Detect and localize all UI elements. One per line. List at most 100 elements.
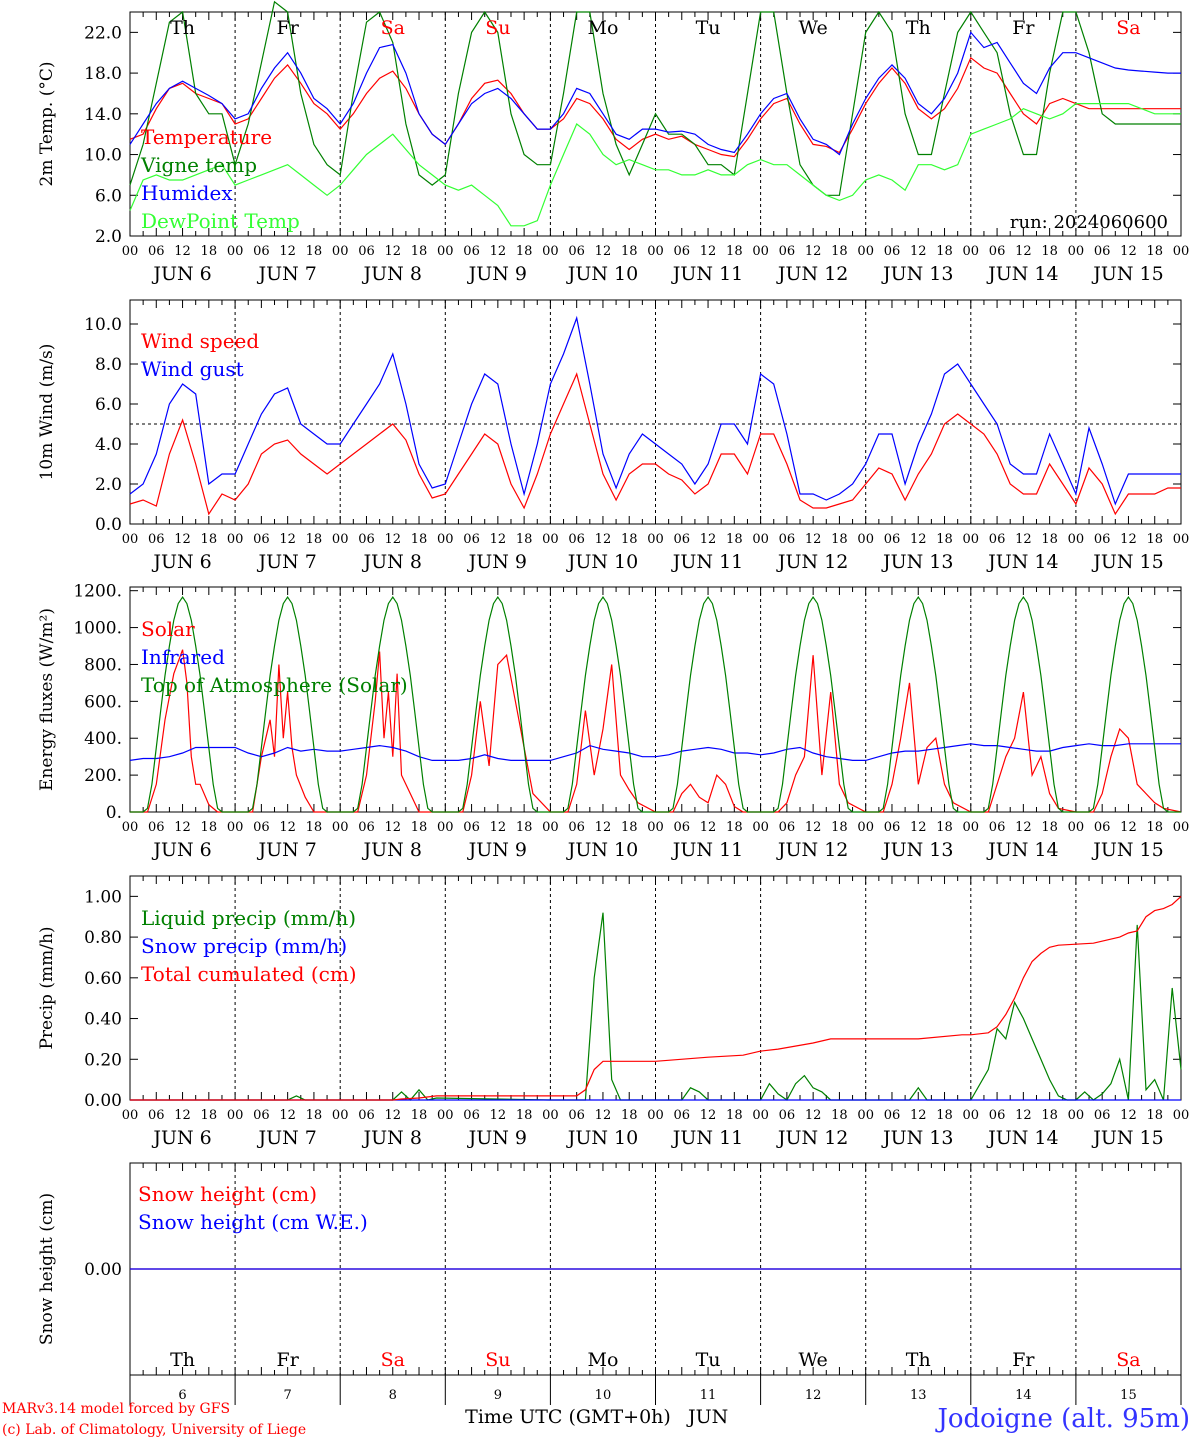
date-label: JUN 10 bbox=[566, 263, 638, 285]
x-axis-label: Time UTC (GMT+0h) bbox=[465, 1406, 671, 1428]
hour-tick-label: 12 bbox=[490, 1108, 507, 1123]
top-hour-ticks bbox=[129, 1163, 1182, 1171]
y-tick-label: 0.60 bbox=[84, 969, 122, 989]
hour-tick-label: 18 bbox=[306, 820, 323, 835]
hour-tick-label: 12 bbox=[279, 820, 296, 835]
hour-tick-label: 00 bbox=[647, 244, 664, 259]
date-label: JUN 15 bbox=[1091, 839, 1163, 861]
date-label: JUN 9 bbox=[467, 1127, 527, 1149]
hour-tick-label: 18 bbox=[726, 244, 743, 259]
hour-tick-label: 00 bbox=[542, 532, 559, 547]
hour-tick-label: 12 bbox=[700, 532, 717, 547]
hour-tick-label: 12 bbox=[279, 244, 296, 259]
date-number-label: 8 bbox=[389, 1388, 397, 1403]
top-hour-ticks bbox=[129, 12, 1182, 20]
date-label: JUN 12 bbox=[776, 551, 848, 573]
hour-tick-label: 12 bbox=[595, 820, 612, 835]
hour-tick-label: 00 bbox=[332, 244, 349, 259]
y-axis-label: Precip (mm/h) bbox=[37, 926, 57, 1049]
hour-tick-label: 12 bbox=[910, 1108, 927, 1123]
legend-entry: Snow height (cm) bbox=[138, 1182, 317, 1206]
hour-tick-label: 18 bbox=[621, 244, 638, 259]
hour-tick-label: 18 bbox=[936, 1108, 953, 1123]
hour-tick-label: 12 bbox=[384, 820, 401, 835]
hour-tick-label: 06 bbox=[779, 244, 796, 259]
hour-tick-label: 00 bbox=[857, 244, 874, 259]
location-label: Jodoigne (alt. 95m) bbox=[934, 1404, 1190, 1434]
date-label: JUN 15 bbox=[1091, 1127, 1163, 1149]
y-tick-label: 0.00 bbox=[84, 1091, 122, 1111]
series-top-of-atmosphere-solar-line bbox=[130, 596, 1181, 813]
hour-tick-label: 12 bbox=[384, 532, 401, 547]
hour-tick-label: 06 bbox=[674, 820, 691, 835]
hour-tick-label: 18 bbox=[1146, 244, 1163, 259]
legend-entry: Snow precip (mm/h) bbox=[141, 934, 347, 958]
hour-tick-label: 12 bbox=[174, 1108, 191, 1123]
hour-tick-label: 18 bbox=[306, 532, 323, 547]
hour-tick-label: 06 bbox=[674, 532, 691, 547]
y-tick-label: 8.0 bbox=[95, 355, 122, 375]
y-tick-label: 14.0 bbox=[84, 105, 122, 125]
date-label: JUN 10 bbox=[566, 551, 638, 573]
hour-tick-label: 18 bbox=[201, 532, 218, 547]
hour-tick-label: 06 bbox=[568, 1108, 585, 1123]
legend-entry: Infrared bbox=[141, 645, 225, 669]
hour-tick-label: 00 bbox=[332, 1108, 349, 1123]
hour-tick-label: 06 bbox=[779, 532, 796, 547]
hour-tick-label: 06 bbox=[568, 820, 585, 835]
date-label: JUN 10 bbox=[566, 1127, 638, 1149]
legend-entry: Snow height (cm W.E.) bbox=[138, 1210, 368, 1234]
date-label: JUN 6 bbox=[151, 551, 211, 573]
hour-tick-label: 06 bbox=[568, 532, 585, 547]
footer: MARv3.14 model forced by GFS (c) Lab. of… bbox=[2, 1401, 1190, 1438]
date-number-label: 7 bbox=[284, 1388, 292, 1403]
hour-tick-label: 00 bbox=[1173, 244, 1190, 259]
date-label: JUN 14 bbox=[986, 839, 1058, 861]
hour-tick-label: 12 bbox=[700, 820, 717, 835]
series-wind-gust-line bbox=[129, 315, 1181, 506]
hour-tick-label: 00 bbox=[1068, 244, 1085, 259]
hour-tick-label: 12 bbox=[279, 532, 296, 547]
hour-tick-label: 06 bbox=[674, 1108, 691, 1123]
hour-tick-label: 00 bbox=[752, 244, 769, 259]
legend-entry: Solar bbox=[141, 617, 195, 641]
date-label: JUN 9 bbox=[467, 839, 527, 861]
hour-tick-label: 18 bbox=[411, 244, 428, 259]
hour-tick-label: 18 bbox=[726, 820, 743, 835]
legend-entry: Temperature bbox=[141, 125, 272, 149]
hour-tick-label: 18 bbox=[201, 820, 218, 835]
date-number-label: 12 bbox=[805, 1388, 822, 1403]
hour-tick-label: 12 bbox=[384, 1108, 401, 1123]
y-tick-label: 2.0 bbox=[95, 475, 122, 495]
series-humidex-line bbox=[129, 31, 1181, 156]
hour-tick-label: 06 bbox=[1094, 820, 1111, 835]
series-total-cumulated-cm-line bbox=[130, 895, 1182, 1101]
hour-tick-label: 06 bbox=[884, 244, 901, 259]
hour-tick-label: 12 bbox=[490, 820, 507, 835]
series-temperature-line bbox=[129, 56, 1181, 158]
date-label: JUN 13 bbox=[881, 551, 953, 573]
hour-tick-label: 12 bbox=[595, 1108, 612, 1123]
hour-tick-label: 18 bbox=[306, 1108, 323, 1123]
legend-entry: Total cumulated (cm) bbox=[141, 962, 357, 986]
date-label: JUN 9 bbox=[467, 263, 527, 285]
hour-tick-label: 12 bbox=[700, 244, 717, 259]
hour-tick-label: 00 bbox=[542, 820, 559, 835]
hour-tick-label: 00 bbox=[963, 532, 980, 547]
hour-tick-label: 18 bbox=[1041, 532, 1058, 547]
weekday-label: We bbox=[799, 1349, 828, 1371]
date-label: JUN 12 bbox=[776, 1127, 848, 1149]
date-number-label: 14 bbox=[1015, 1388, 1032, 1403]
top-hour-ticks bbox=[129, 300, 1182, 308]
top-hour-ticks bbox=[129, 587, 1182, 595]
hour-tick-label: 18 bbox=[726, 532, 743, 547]
hour-tick-label: 18 bbox=[831, 244, 848, 259]
date-label: JUN 7 bbox=[256, 839, 316, 861]
legend-entry: Wind speed bbox=[141, 329, 259, 353]
hour-tick-label: 00 bbox=[437, 532, 454, 547]
y-tick-label: 1200. bbox=[73, 582, 122, 602]
hour-tick-label: 00 bbox=[332, 820, 349, 835]
hour-tick-label: 06 bbox=[358, 820, 375, 835]
y-tick-label: 400. bbox=[84, 729, 122, 749]
y-tick-label: 6.0 bbox=[95, 186, 122, 206]
